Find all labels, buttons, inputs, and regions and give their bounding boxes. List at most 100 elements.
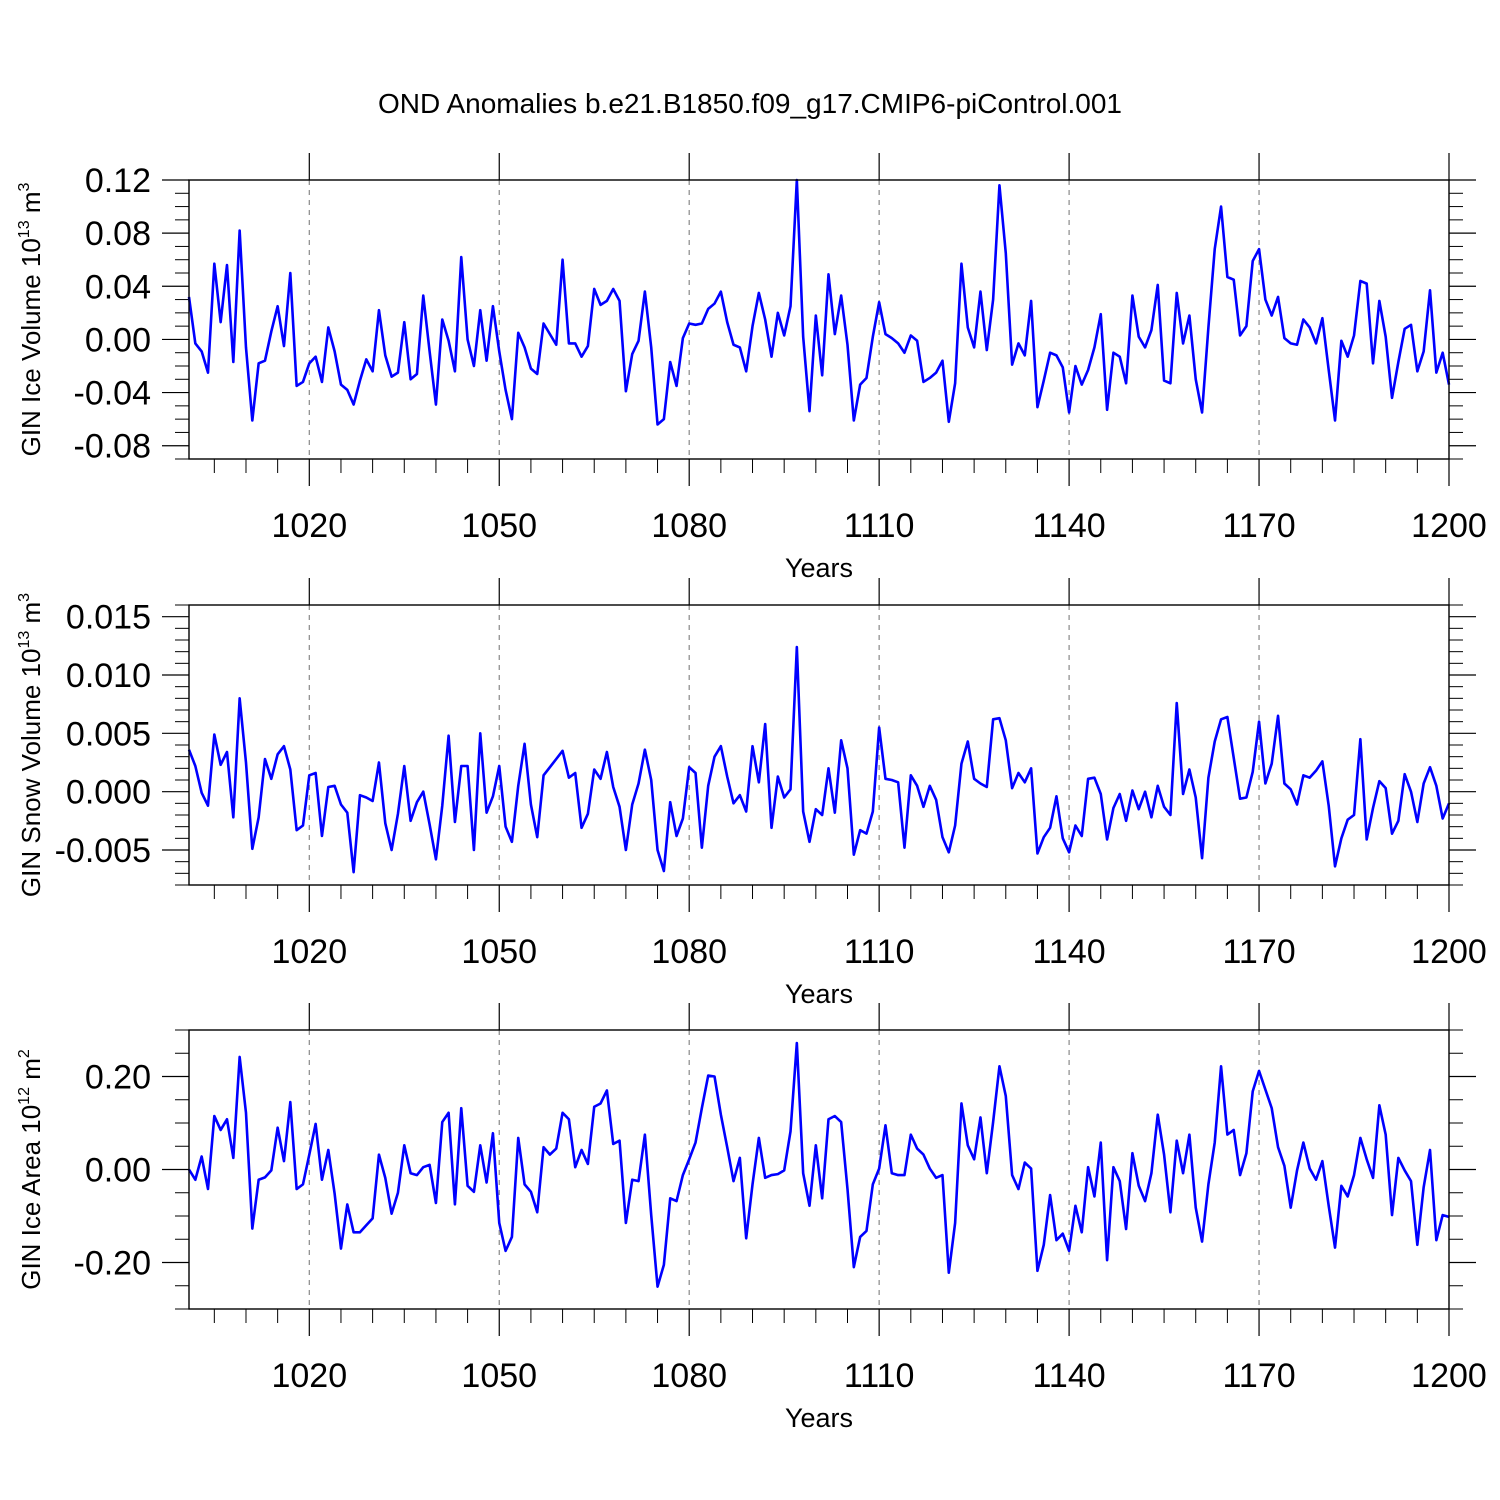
ice-volume-data-point [663,418,665,420]
snow-volume-data-point [1365,838,1367,840]
ice-area-data-point [770,1174,772,1176]
snow-volume-data-point [796,646,798,648]
snow-volume-data-point [954,824,956,826]
snow-volume-data-point [998,717,1000,719]
snow-volume-data-point [1011,787,1013,789]
snow-volume-data-point [701,846,703,848]
ice-area-data-point [1226,1133,1228,1135]
ice-volume-data-point [815,314,817,316]
snow-volume-data-point [1359,738,1361,740]
snow-volume-y-tick-label: 0.010 [66,657,151,695]
snow-volume-data-point [815,808,817,810]
snow-volume-data-point [542,774,544,776]
ice-volume-data-point [1062,366,1064,368]
snow-volume-data-point [884,778,886,780]
ice-volume-data-point [403,321,405,323]
ice-area-data-point [1277,1146,1279,1148]
ice-volume-data-point [897,342,899,344]
ice-area-data-point [555,1147,557,1149]
ice-volume-x-tick-label: 1140 [1033,507,1106,545]
ice-area-data-point [473,1191,475,1193]
ice-area-data-point [1176,1139,1178,1141]
snow-volume-data-point [1074,824,1076,826]
ice-volume-data-point [1195,378,1197,380]
ice-area-data-point [1017,1188,1019,1190]
snow-volume-data-point [460,765,462,767]
snow-volume-data-point [479,732,481,734]
ice-area-data-point [232,1157,234,1159]
snow-volume-data-point [872,810,874,812]
ice-area-data-point [1309,1167,1311,1169]
ice-area-data-point [422,1166,424,1168]
ice-volume-data-point [625,390,627,392]
ice-area-data-point [986,1172,988,1174]
ice-area-data-point [276,1126,278,1128]
ice-volume-data-point [492,305,494,307]
snow-volume-data-point [675,835,677,837]
ice-volume-data-point [1239,334,1241,336]
snow-volume-data-point [935,799,937,801]
snow-volume-data-point [403,765,405,767]
snow-volume-data-point [821,814,823,816]
snow-volume-data-point [758,781,760,783]
snow-volume-data-point [1328,804,1330,806]
ice-area-plot-frame [188,1029,1450,1310]
ice-volume-data-point [441,318,443,320]
ice-volume-data-point [1074,365,1076,367]
ice-volume-data-point [213,263,215,265]
ice-area-data-point [802,1172,804,1174]
snow-volume-data-point [289,768,291,770]
ice-area-data-point [650,1214,652,1216]
snow-volume-data-point [802,810,804,812]
snow-volume-data-point [454,821,456,823]
snow-volume-data-point [1112,807,1114,809]
snow-volume-data-point [1106,838,1108,840]
ice-volume-data-point [1207,326,1209,328]
ice-volume-data-point [321,381,323,383]
snow-volume-data-point [834,811,836,813]
snow-volume-data-point [1416,821,1418,823]
snow-volume-data-point [378,761,380,763]
ice-area-data-point [1093,1195,1095,1197]
snow-volume-data-point [1144,790,1146,792]
ice-area-data-point [1340,1185,1342,1187]
ice-volume-data-point [568,342,570,344]
snow-volume-data-point [599,778,601,780]
ice-volume-data-point [840,294,842,296]
snow-volume-data-point [1384,787,1386,789]
ice-area-data-point [504,1250,506,1252]
ice-volume-data-point [859,383,861,385]
snow-volume-data-point [473,849,475,851]
ice-area-data-point [941,1174,943,1176]
ice-volume-data-point [1220,205,1222,207]
ice-volume-data-point [1403,328,1405,330]
ice-area-data-point [910,1133,912,1135]
snow-volume-x-tick-label: 1080 [651,933,727,971]
snow-volume-data-point [612,786,614,788]
ice-volume-data-point [245,346,247,348]
ice-area-data-point [1378,1104,1380,1106]
ice-area-data-point [257,1179,259,1181]
ice-area-data-point [1365,1158,1367,1160]
ice-volume-data-point [1030,300,1032,302]
ice-area-data-point [1207,1183,1209,1185]
ice-volume-data-point [498,350,500,352]
snow-volume-data-point [720,745,722,747]
snow-volume-data-point [1169,814,1171,816]
ice-area-data-point [289,1101,291,1103]
ice-area-data-point [1429,1149,1431,1151]
snow-volume-data-point [929,785,931,787]
snow-volume-data-point [1131,789,1133,791]
ice-area-data-point [739,1157,741,1159]
ice-area-data-point [891,1172,893,1174]
snow-volume-data-point [1239,797,1241,799]
ice-area-data-point [384,1177,386,1179]
ice-volume-data-point [302,381,304,383]
ice-area-data-point [1220,1065,1222,1067]
ice-area-data-point [1239,1174,1241,1176]
ice-volume-data-point [1125,382,1127,384]
ice-volume-data-point [967,326,969,328]
ice-volume-data-point [998,184,1000,186]
ice-volume-data-point [397,371,399,373]
